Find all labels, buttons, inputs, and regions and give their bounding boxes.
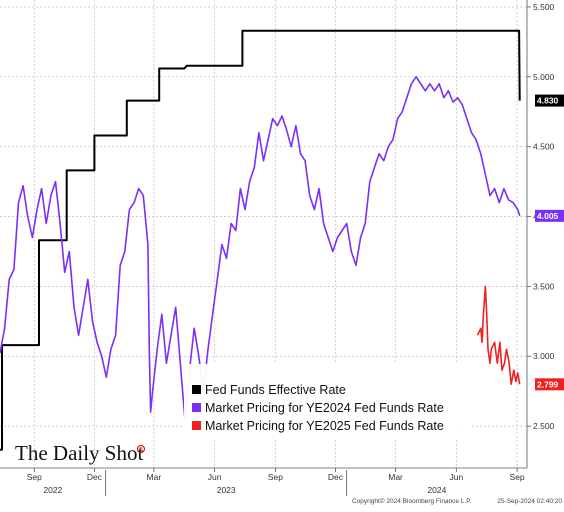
legend-label-ye2025: Market Pricing for YE2025 Fed Funds Rate — [205, 419, 444, 433]
x-year-label: 2022 — [43, 485, 62, 495]
last-value-tag-ye2024-box — [535, 209, 564, 222]
registered-mark: ® — [139, 446, 143, 453]
y-tick-label: 3.000 — [533, 351, 555, 361]
last-value-tag-ye2025-label: 2.799 — [537, 379, 559, 389]
y-tick-label: 3.500 — [533, 281, 555, 291]
series-line-ye2024 — [0, 76, 521, 420]
x-tick-label: Sep — [27, 472, 42, 482]
legend: Fed Funds Effective Rate Market Pricing … — [184, 364, 470, 440]
brand-logo-text: The Daily Shot — [15, 441, 143, 465]
legend-swatch-ye2025 — [192, 421, 201, 430]
timestamp-text: 25-Sep-2024 02:40:20 — [497, 498, 562, 505]
last-value-tag-ye2024-label: 4.005 — [537, 211, 559, 221]
series-line-ye2025 — [476, 285, 521, 385]
y-tick-label: 2.500 — [533, 421, 555, 431]
last-value-tags: 4.830 4.005 2.799 — [535, 94, 564, 391]
last-value-tag-ye2024: 4.005 — [535, 209, 564, 222]
last-value-tag-ye2025: 2.799 — [535, 378, 564, 391]
copyright-text: Copyright© 2024 Bloomberg Finance L.P. — [352, 497, 472, 505]
registered-mark-icon — [137, 445, 145, 453]
x-tick-label: Mar — [388, 472, 403, 482]
series-line-fed-funds — [0, 29, 521, 451]
x-tick-label: Mar — [147, 472, 162, 482]
x-tick-label: Sep — [510, 472, 525, 482]
legend-label-fed-funds: Fed Funds Effective Rate — [205, 383, 346, 397]
legend-box — [184, 364, 470, 440]
x-year-label: 2024 — [427, 485, 446, 495]
x-tick-label: Jun — [449, 472, 463, 482]
x-tick-label: Sep — [268, 472, 283, 482]
x-tick-label: Dec — [87, 472, 103, 482]
x-tick-label: Jun — [208, 472, 222, 482]
legend-label-ye2024: Market Pricing for YE2024 Fed Funds Rate — [205, 401, 444, 415]
legend-swatch-ye2024 — [192, 403, 201, 412]
last-value-tag-fed-funds-box — [535, 94, 564, 107]
y-tick-label: 5.000 — [533, 72, 555, 82]
y-tick-label: 4.500 — [533, 142, 555, 152]
last-value-tag-fed-funds: 4.830 — [535, 94, 564, 107]
last-value-tag-ye2025-box — [535, 378, 564, 391]
legend-swatch-fed-funds — [192, 385, 201, 394]
last-value-tag-fed-funds-label: 4.830 — [537, 96, 559, 106]
series-layer — [0, 29, 521, 451]
brand-logo: The Daily Shot ® — [15, 441, 145, 465]
x-tick-label: Dec — [328, 472, 344, 482]
x-year-label: 2023 — [217, 485, 236, 495]
y-tick-label: 5.500 — [533, 2, 555, 12]
